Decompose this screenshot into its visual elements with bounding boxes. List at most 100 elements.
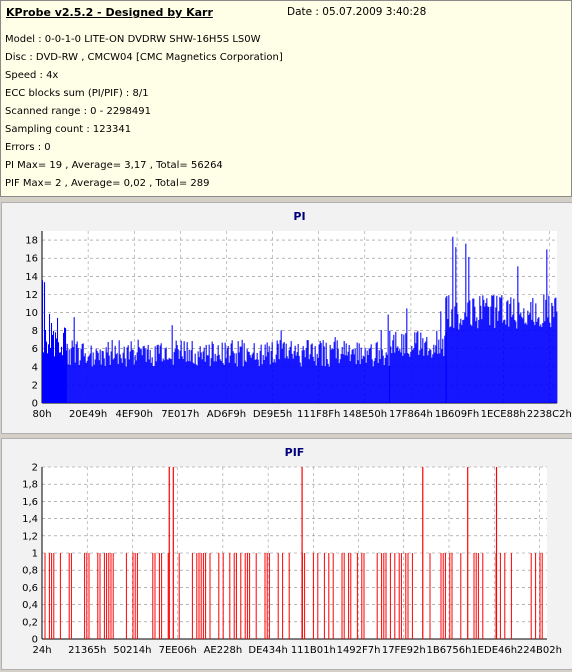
x-tick-label: 20E49h	[69, 409, 107, 420]
pi-bar	[290, 341, 292, 403]
pi-bar	[258, 366, 260, 403]
pi-bar	[478, 320, 480, 403]
pi-bar	[426, 336, 428, 403]
pi-bar	[342, 354, 344, 403]
pi-bar	[55, 332, 57, 403]
pi-chart: PI 0 2 4 6 8 10 12 14 16 18 80h 20E49h 4EF90h 7E017h AD…	[25, 210, 572, 420]
pi-bar	[139, 349, 141, 403]
pi-bar	[231, 340, 233, 403]
pi-bar	[556, 311, 558, 403]
info-speed: Speed : 4x	[5, 70, 59, 81]
pi-bar	[389, 330, 391, 403]
pi-bar	[320, 343, 322, 403]
pi-bar	[110, 351, 112, 403]
pi-bar	[279, 340, 281, 403]
pi-bar	[465, 243, 467, 403]
pi-bar	[229, 355, 231, 403]
pi-bar	[80, 349, 82, 403]
pi-bar	[240, 346, 242, 403]
pi-bar	[263, 360, 265, 403]
pi-bar	[523, 308, 525, 403]
pi-bar	[418, 354, 420, 403]
pi-bar	[44, 282, 46, 403]
pi-bar	[169, 358, 171, 403]
pi-bar	[217, 345, 219, 403]
pi-bar	[463, 319, 465, 403]
pi-bar	[460, 318, 462, 403]
pi-bar	[431, 357, 433, 403]
pi-bar	[53, 330, 55, 403]
pi-bar	[538, 317, 540, 403]
pi-bar	[321, 365, 323, 403]
info-panel: KProbe v2.5.2 - Designed by Karr Date : …	[0, 0, 572, 197]
pi-bar	[118, 340, 120, 403]
y-tick-label: 16	[25, 254, 38, 265]
pi-bar	[91, 366, 93, 403]
pi-bar	[543, 294, 545, 403]
pi-bar	[340, 353, 342, 403]
chart-title: PI	[293, 210, 305, 223]
pi-bar	[552, 305, 554, 403]
pi-bar	[542, 322, 544, 403]
pi-bar	[189, 361, 191, 403]
pi-bar	[235, 353, 237, 403]
pi-bar	[99, 349, 101, 403]
pi-bar	[329, 344, 331, 403]
pi-bar	[65, 328, 67, 403]
x-tick-label: 1EDE46h	[471, 645, 517, 656]
y-tick-label: 8	[32, 326, 38, 337]
pi-bar	[501, 295, 503, 403]
pi-bar	[160, 343, 162, 403]
pi-bar	[396, 347, 398, 403]
pi-bar	[105, 347, 107, 403]
pi-bar	[48, 344, 50, 403]
pi-bar	[388, 365, 390, 403]
pi-bar	[548, 295, 550, 403]
pi-bar	[138, 347, 140, 403]
pi-bar	[305, 347, 307, 403]
pi-bar	[490, 306, 492, 403]
pi-bar	[550, 327, 552, 403]
pi-bar	[158, 353, 160, 403]
pi-bar	[452, 236, 454, 403]
pi-bar	[347, 351, 349, 403]
pi-bar	[288, 350, 290, 403]
pi-bar	[136, 352, 138, 403]
pi-bar	[482, 295, 484, 403]
pi-bar	[508, 326, 510, 403]
pi-bar	[259, 350, 261, 403]
pi-bar	[125, 366, 127, 403]
pi-bar	[537, 318, 539, 403]
pi-bar	[69, 364, 71, 403]
pi-bar	[46, 341, 48, 403]
scan-date: Date : 05.07.2009 3:40:28	[287, 6, 427, 18]
pi-bar	[216, 355, 218, 403]
pi-bar	[313, 361, 315, 403]
pi-bar	[113, 358, 115, 403]
pi-bar	[405, 333, 407, 403]
pi-bar	[165, 347, 167, 403]
pi-bar	[504, 319, 506, 403]
pi-bar	[531, 319, 533, 403]
pi-bar	[485, 303, 487, 403]
pi-bar	[390, 346, 392, 403]
pi-bar	[177, 349, 179, 403]
pi-bar	[191, 341, 193, 403]
pi-bar	[163, 360, 165, 403]
pi-bar	[114, 345, 116, 403]
pi-bar	[417, 330, 419, 403]
pi-bar	[270, 351, 272, 403]
pi-bar	[502, 322, 504, 403]
pi-bar	[476, 317, 478, 403]
pi-bar	[363, 356, 365, 403]
pi-bar	[209, 366, 211, 403]
pi-bar	[236, 366, 238, 403]
pi-bar	[52, 334, 54, 403]
x-tick-label: 17FE92h	[382, 645, 426, 656]
x-tick-label: 1B609Fh	[435, 409, 479, 420]
pi-bar	[506, 301, 508, 403]
pi-bar	[299, 362, 301, 403]
pi-bar	[439, 353, 441, 403]
pi-bar	[298, 355, 300, 403]
x-tick-label: 21365h	[68, 645, 106, 656]
